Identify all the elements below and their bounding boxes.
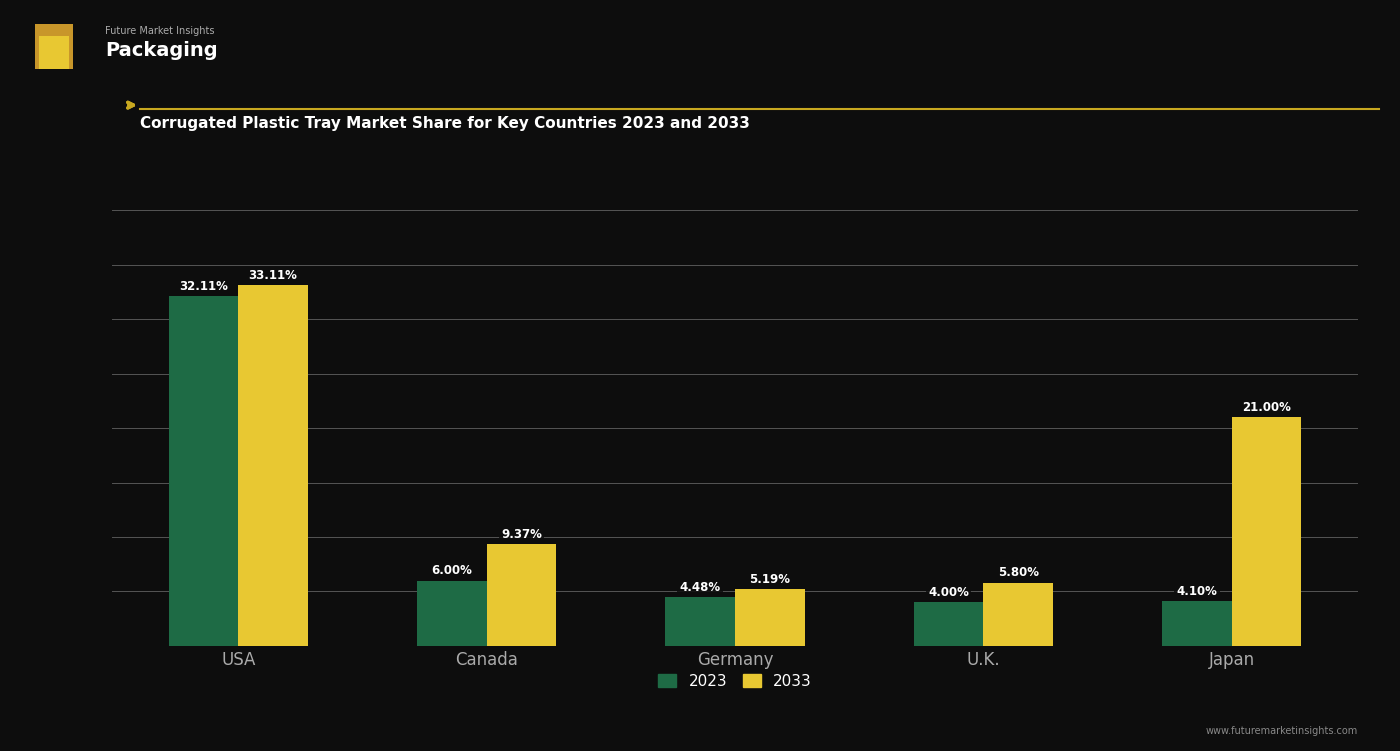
Text: www.futuremarketinsights.com: www.futuremarketinsights.com <box>1205 726 1358 736</box>
Bar <box>238 285 308 646</box>
Bar <box>983 583 1053 646</box>
Text: Future Market Insights: Future Market Insights <box>105 26 214 36</box>
Text: 9.37%: 9.37% <box>501 527 542 541</box>
FancyBboxPatch shape <box>39 36 69 69</box>
Text: 5.80%: 5.80% <box>998 566 1039 580</box>
Bar <box>1162 602 1232 646</box>
Bar <box>914 602 983 646</box>
Bar <box>168 296 238 646</box>
Bar <box>735 590 805 646</box>
Text: 33.11%: 33.11% <box>249 269 297 282</box>
Bar <box>665 597 735 646</box>
Text: 5.19%: 5.19% <box>749 573 790 586</box>
Bar <box>417 581 487 646</box>
Text: Corrugated Plastic Tray Market Share for Key Countries 2023 and 2033: Corrugated Plastic Tray Market Share for… <box>140 116 750 131</box>
Text: 32.11%: 32.11% <box>179 280 228 293</box>
Legend: 2023, 2033: 2023, 2033 <box>652 668 818 695</box>
Bar <box>487 544 556 646</box>
Text: 6.00%: 6.00% <box>431 564 472 578</box>
Text: 4.10%: 4.10% <box>1176 585 1218 598</box>
Text: 21.00%: 21.00% <box>1242 401 1291 414</box>
Text: Packaging: Packaging <box>105 41 217 60</box>
Bar <box>1232 417 1302 646</box>
Text: 4.00%: 4.00% <box>928 586 969 599</box>
FancyBboxPatch shape <box>35 24 73 69</box>
Text: 4.48%: 4.48% <box>679 581 721 594</box>
